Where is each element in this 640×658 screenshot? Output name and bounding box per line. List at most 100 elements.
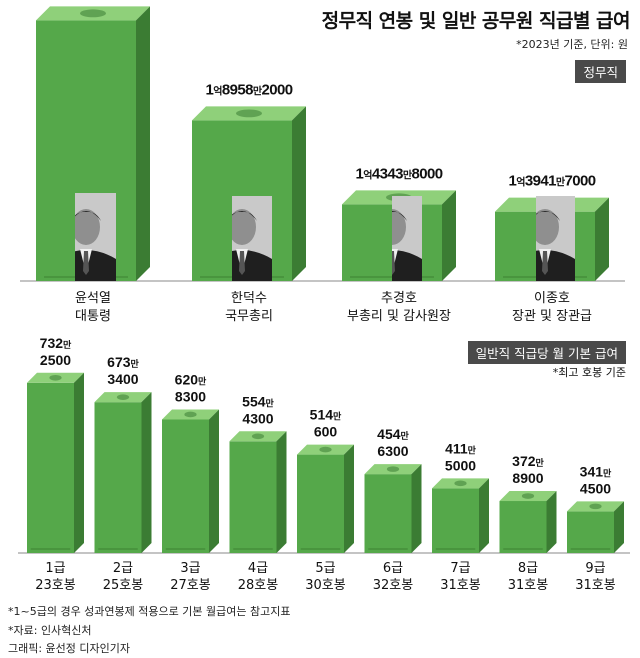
- portrait-1-face: [75, 209, 100, 245]
- political-category-label-2-1: 한덕수: [231, 291, 267, 306]
- grade-bar-9-top-emblem: [589, 503, 602, 510]
- grade-value-label-3: 620만: [175, 371, 207, 387]
- grade-category-label-6-2: 32호봉: [373, 578, 414, 593]
- grade-category-label-5-2: 30호봉: [305, 578, 346, 593]
- portrait-2: [232, 196, 272, 281]
- grade-bar-7-top-emblem: [454, 480, 467, 487]
- grade-value-rest-5: 600: [314, 424, 338, 440]
- political-value-label-4: 1억3941만7000: [509, 173, 596, 190]
- grade-category-label-4-2: 28호봉: [238, 578, 279, 593]
- grade-bar-7-side: [479, 478, 489, 553]
- grade-bar-3: [162, 409, 219, 553]
- grade-bar-6: [364, 464, 422, 553]
- grade-bar-1-top-emblem: [49, 374, 62, 381]
- grade-bar-3-front: [162, 419, 209, 553]
- grade-bar-2: [94, 392, 152, 553]
- grade-category-label-1-1: 1급: [45, 561, 65, 576]
- grade-category-label-7-2: 31호봉: [440, 578, 481, 593]
- political-value-label-2: 1억8958만2000: [206, 81, 293, 98]
- grade-bar-1-side: [74, 372, 84, 553]
- grade-value-rest-8: 8900: [512, 470, 543, 486]
- grade-value-label-6: 454만: [377, 426, 409, 442]
- grade-bar-4-front: [229, 441, 277, 553]
- grade-bar-3-top-emblem: [184, 411, 197, 418]
- grade-bar-7: [432, 478, 489, 553]
- portrait-1: [75, 193, 116, 281]
- portrait-4-tie: [542, 251, 548, 275]
- grade-bar-8-top-emblem: [521, 493, 535, 499]
- grade-category-label-1-2: 23호봉: [35, 578, 76, 593]
- grade-bar-9-side: [614, 501, 624, 553]
- political-category-label-4-2: 장관 및 장관급: [512, 309, 592, 324]
- grade-category-label-6-1: 6급: [383, 561, 403, 576]
- grade-category-label-9-2: 31호봉: [575, 578, 616, 593]
- political-category-label-2-2: 국무총리: [225, 309, 273, 324]
- grade-category-label-8-2: 31호봉: [508, 578, 549, 593]
- grade-value-rest-6: 6300: [377, 443, 408, 459]
- grade-category-label-3-1: 3급: [180, 561, 200, 576]
- grade-bar-8-side: [546, 491, 557, 553]
- unit-note: *2023년 기준, 단위: 원: [516, 38, 628, 51]
- grade-value-label-1: 732만: [40, 335, 72, 351]
- grade-value-rest-9: 4500: [580, 480, 611, 496]
- grade-value-rest-7: 5000: [445, 457, 476, 473]
- grade-bar-5-top-emblem: [319, 446, 332, 453]
- political-bar-4-side: [595, 197, 609, 281]
- grade-bar-5: [297, 444, 354, 553]
- grade-value-rest-3: 8300: [175, 388, 206, 404]
- grade-bar-5-side: [344, 444, 354, 553]
- credit-note: 그래픽: 윤선정 디자인기자: [8, 642, 131, 655]
- grade-category-label-5-1: 5급: [315, 561, 335, 576]
- grade-bar-2-side: [141, 392, 152, 553]
- grade-category-label-2-1: 2급: [113, 561, 133, 576]
- grade-bar-2-top-emblem: [116, 394, 130, 400]
- grade-category-label-8-1: 8급: [518, 561, 538, 576]
- political-bar-3-side: [442, 190, 456, 281]
- grade-value-label-9: 341만: [580, 463, 612, 479]
- grade-value-rest-1: 2500: [40, 352, 71, 368]
- grade-category-label-3-2: 27호봉: [170, 578, 211, 593]
- grade-value-label-8: 372만: [512, 453, 544, 469]
- section-tag-political: 정무직: [575, 60, 626, 83]
- grade-bar-1: [27, 372, 84, 553]
- grade-bar-4-side: [276, 431, 287, 553]
- portrait-4: [536, 196, 575, 281]
- political-bar-2-side: [292, 106, 306, 281]
- salary-chart: 2억4455만윤석열대통령1억8958만2000한덕수국무총리1억4343만80…: [18, 6, 630, 593]
- grade-note: *최고 호봉 기준: [552, 366, 626, 379]
- grade-bar-9-front: [567, 511, 614, 553]
- political-category-label-1-2: 대통령: [75, 309, 111, 324]
- grade-bar-6-front: [364, 474, 412, 553]
- political-category-label-1-1: 윤석열: [75, 291, 111, 306]
- grade-value-rest-4: 4300: [242, 410, 273, 426]
- page-title: 정무직 연봉 및 일반 공무원 직급별 급여: [321, 10, 631, 32]
- grade-bar-4-top-emblem: [251, 433, 265, 440]
- grade-category-label-9-1: 9급: [585, 561, 605, 576]
- political-category-label-3-1: 추경호: [381, 291, 417, 306]
- grade-value-label-4: 554만: [242, 393, 274, 409]
- portrait-2-face: [232, 209, 256, 245]
- grade-bar-7-front: [432, 488, 479, 553]
- portrait-3-face: [392, 209, 406, 245]
- political-category-label-4-1: 이종호: [534, 291, 570, 306]
- political-bar-1-top-emblem: [80, 9, 106, 18]
- political-bar-2-top-emblem: [236, 109, 262, 118]
- portrait-3-suit: [392, 250, 422, 281]
- portrait-4-face: [536, 209, 559, 245]
- portrait-3: [392, 196, 422, 281]
- grade-value-label-5: 514만: [310, 407, 342, 423]
- grade-value-rest-2: 3400: [107, 371, 138, 387]
- grade-bar-5-front: [297, 454, 344, 553]
- portrait-3-tie: [392, 251, 395, 275]
- political-value-label-3: 1억4343만8000: [356, 165, 443, 182]
- grade-bar-9: [567, 501, 624, 553]
- grade-bar-2-front: [94, 402, 142, 553]
- grade-bar-8-front: [499, 501, 547, 553]
- grade-bar-6-top-emblem: [386, 466, 400, 472]
- grade-bar-8: [499, 491, 557, 553]
- grade-category-label-4-1: 4급: [248, 561, 268, 576]
- grade-bar-6-side: [411, 464, 422, 553]
- grade-value-label-2: 673만: [107, 354, 139, 370]
- grade-value-label-7: 411만: [445, 440, 477, 456]
- grade-bar-4: [229, 431, 287, 553]
